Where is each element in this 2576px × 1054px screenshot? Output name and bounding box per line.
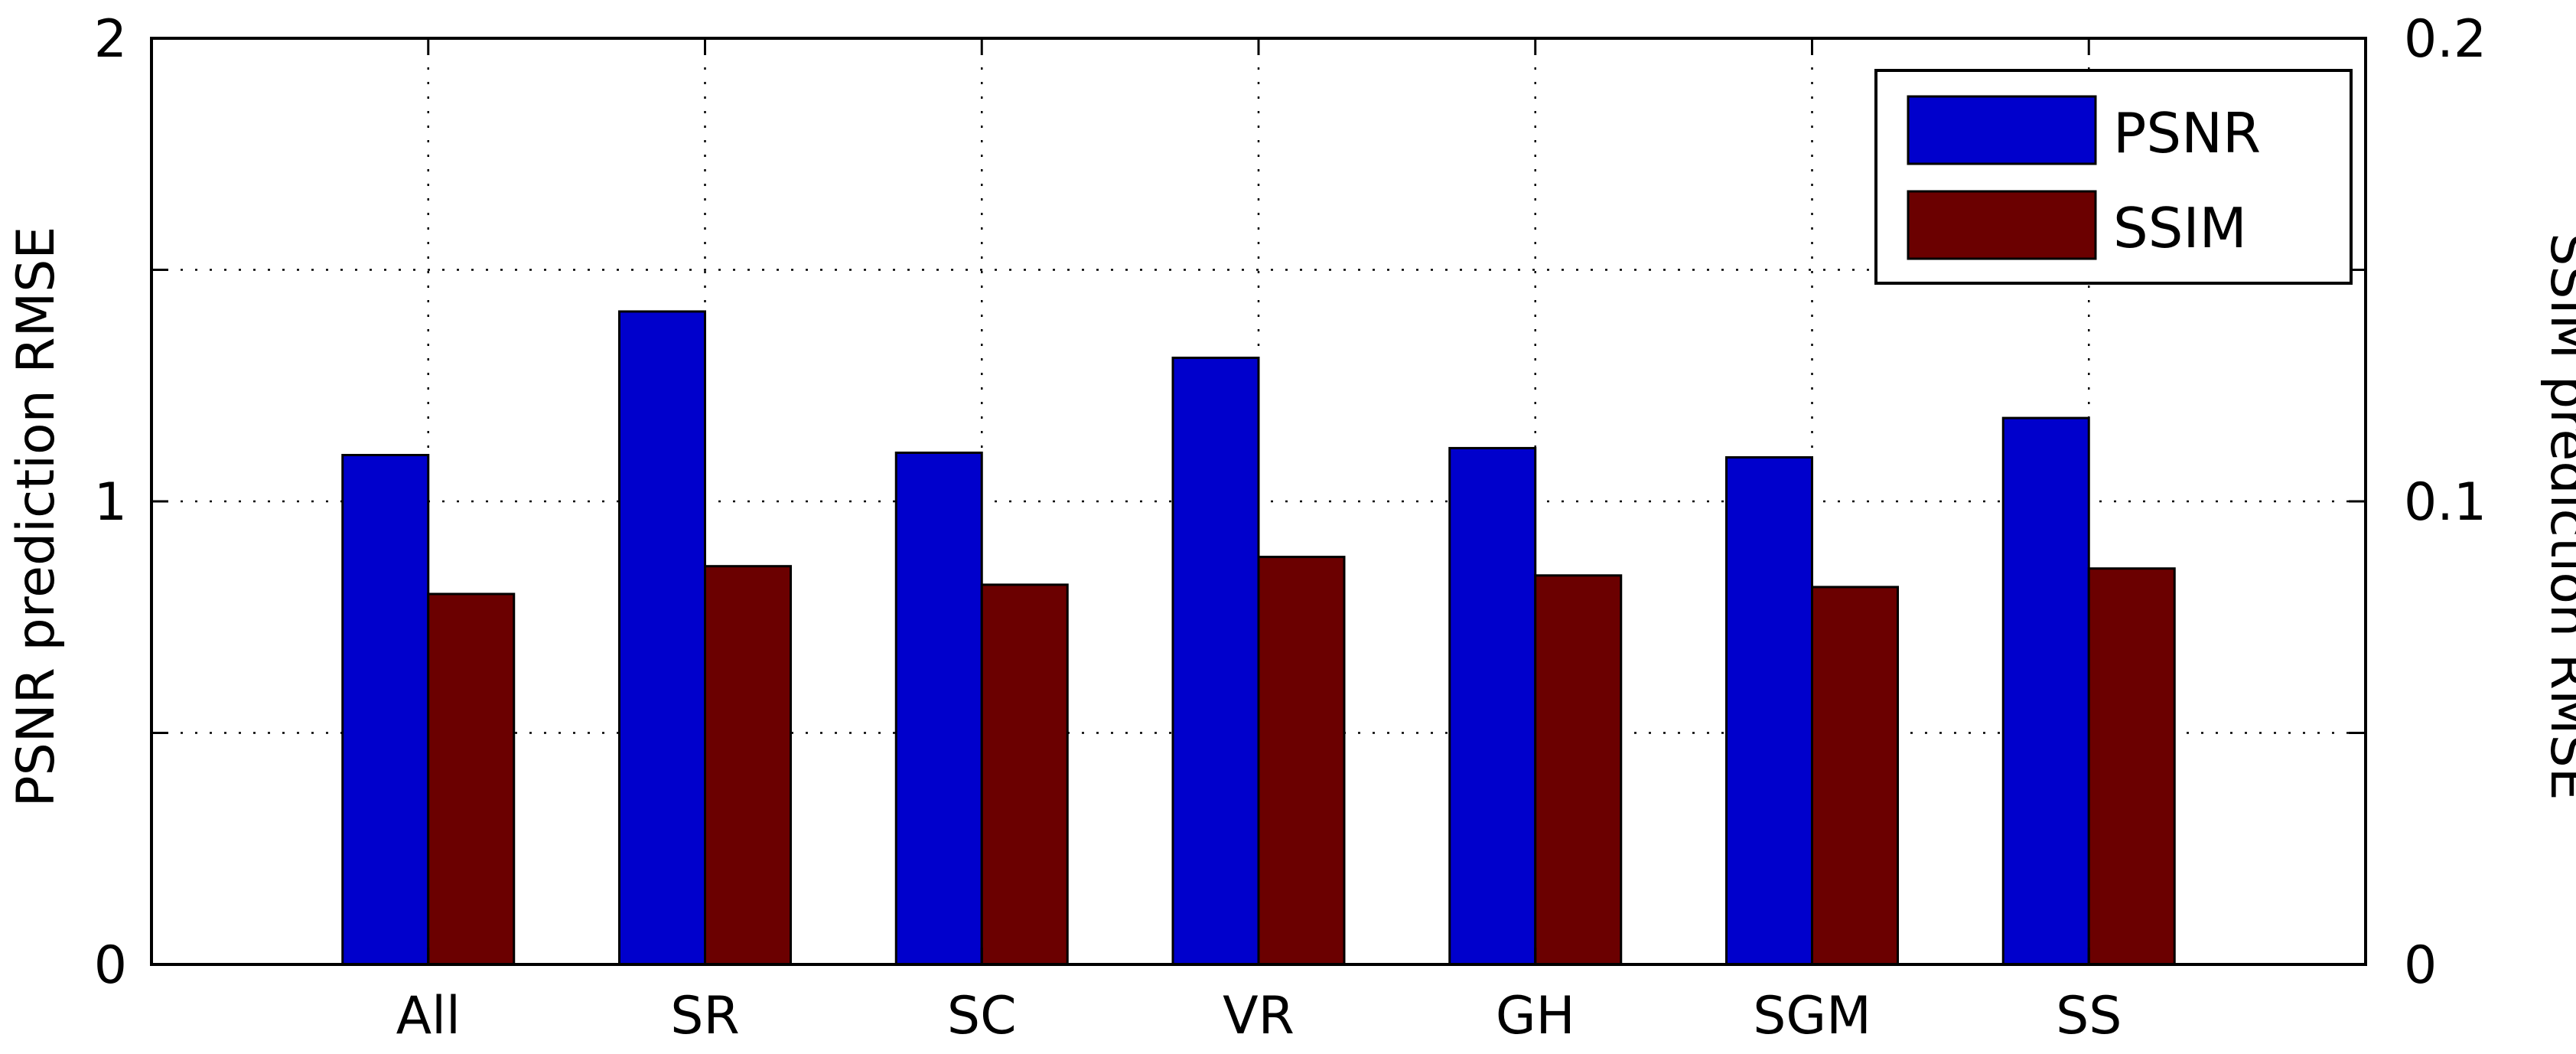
legend-swatch-ssim — [1907, 190, 2097, 260]
tick-labels: All SR SC VR GH SGM SS 0 1 2 0 0.1 0.2 — [94, 9, 2486, 1046]
y-axis-label-right: SSIM prediction RMSE — [2539, 233, 2576, 801]
bar-ssim-all — [427, 592, 516, 966]
bar-ssim-sc — [980, 583, 1069, 966]
x-tick-label: VR — [1223, 986, 1295, 1046]
x-tick-label: SGM — [1753, 986, 1871, 1046]
x-tick-label: All — [396, 986, 461, 1046]
y-tick-label-left: 2 — [94, 9, 127, 70]
bar-ssim-sgm — [1811, 586, 1899, 966]
bar-psnr-gh — [1448, 446, 1537, 966]
y-tick-label-left: 0 — [94, 935, 127, 996]
legend-label-psnr: PSNR — [2113, 101, 2261, 165]
y-tick-label-right: 0 — [2404, 935, 2437, 996]
x-tick-label: GH — [1496, 986, 1575, 1046]
y-axis-label-left: PSNR prediction RMSE — [6, 227, 67, 808]
legend-label-ssim: SSIM — [2113, 196, 2247, 260]
bar-ssim-gh — [1534, 574, 1623, 966]
x-tick-label: SR — [670, 986, 739, 1046]
bar-psnr-sgm — [1725, 456, 1813, 966]
bar-psnr-ss — [2001, 416, 2090, 966]
y-tick-label-right: 0.2 — [2404, 9, 2486, 70]
legend: PSNR SSIM — [1874, 69, 2353, 285]
bars-group — [341, 310, 2176, 966]
bar-ssim-sr — [704, 565, 792, 966]
x-tick-label: SC — [947, 986, 1017, 1046]
bar-psnr-sr — [618, 310, 706, 966]
tick-marks — [151, 38, 2366, 964]
bar-psnr-sc — [894, 451, 983, 966]
y-tick-label-right: 0.1 — [2404, 472, 2486, 533]
x-tick-label: SS — [2056, 986, 2122, 1046]
legend-swatch-psnr — [1907, 95, 2097, 165]
bar-psnr-vr — [1171, 356, 1260, 966]
y-tick-label-left: 1 — [94, 472, 127, 533]
bar-psnr-all — [341, 454, 430, 966]
bar-ssim-vr — [1257, 556, 1346, 966]
bar-ssim-ss — [2087, 567, 2176, 966]
